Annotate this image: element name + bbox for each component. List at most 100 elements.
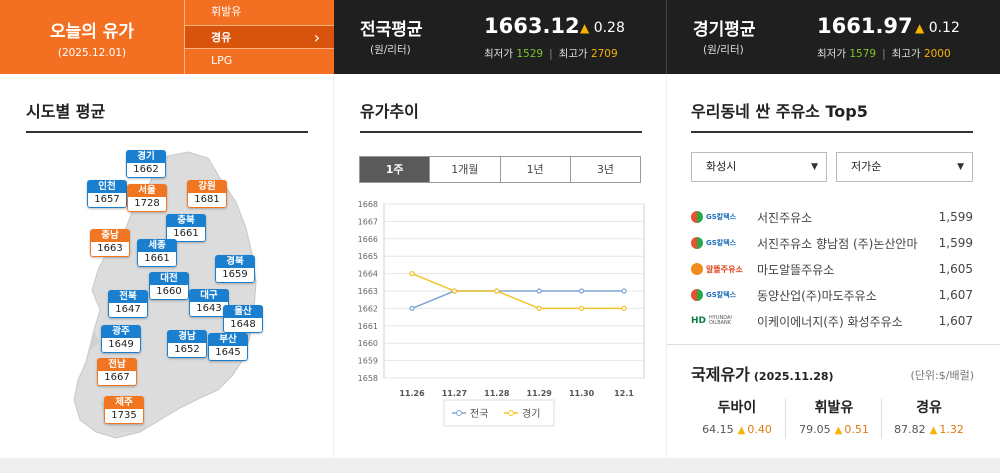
station-row[interactable]: GS칼텍스 서진주유소 1,599 — [691, 204, 973, 230]
region-tag[interactable]: 제주 1735 — [104, 396, 144, 424]
region-tag[interactable]: 대구 1643 — [189, 289, 229, 317]
series-line-0 — [411, 290, 624, 310]
crude-name: 두바이 — [717, 400, 757, 416]
chevron-right-icon: › — [313, 27, 320, 47]
gyeonggi-min-label: 최저가 — [817, 48, 846, 60]
up-arrow-icon: ▲ — [834, 425, 843, 436]
national-min-max: 최저가 1529 | 최고가 2709 — [484, 48, 618, 60]
station-price: 1,607 — [938, 288, 973, 302]
region-tag[interactable]: 인천 1657 — [87, 180, 127, 208]
region-value: 1662 — [126, 163, 166, 178]
region-tag[interactable]: 경기 1662 — [126, 150, 166, 178]
station-price: 1,599 — [938, 236, 973, 250]
series-line-1 — [411, 272, 624, 310]
crude-change: 1.32 — [939, 423, 964, 436]
region-tag[interactable]: 전남 1667 — [97, 358, 137, 386]
title-divider — [26, 131, 308, 133]
gyeonggi-change: ▲ 0.12 — [915, 20, 960, 36]
region-tag[interactable]: 울산 1648 — [223, 305, 263, 333]
series-point — [621, 305, 627, 312]
intl-unit: (단위:$/배럴) — [910, 369, 974, 382]
national-change: ▲ 0.28 — [580, 20, 625, 36]
station-name: 서진주유소 — [757, 210, 813, 225]
y-tick-label: 1664 — [358, 270, 378, 279]
region-name: 제주 — [104, 396, 144, 409]
tab-1-year[interactable]: 1년 — [499, 157, 570, 182]
region-tag[interactable]: 대전 1660 — [149, 272, 189, 300]
region-value: 1735 — [104, 409, 144, 424]
region-tag[interactable]: 전북 1647 — [108, 290, 148, 318]
region-value: 1661 — [137, 252, 177, 267]
korea-map: 경기 1662 인천 1657 서울 1728 강원 1681 충북 1661 충남 1663 세종 16… — [60, 150, 270, 440]
station-name: 이케이에너지(주) 화성주유소 — [757, 314, 903, 329]
region-name: 광주 — [101, 325, 141, 338]
crude-name: 휘발유 — [814, 400, 854, 416]
x-tick-label: 11.28 — [484, 389, 510, 398]
station-price: 1,605 — [938, 262, 973, 276]
tab-gasoline[interactable]: 휘발유 — [184, 0, 334, 25]
region-tag[interactable]: 경남 1652 — [167, 330, 207, 358]
station-list: GS칼텍스 서진주유소 1,599 GS칼텍스 서진주유소 향남점 (주)논산안마 1,5… — [691, 204, 973, 334]
y-tick-label: 1666 — [358, 235, 378, 244]
x-tick-label: 12.1 — [614, 389, 634, 398]
region-tag[interactable]: 서울 1728 — [127, 184, 167, 212]
tab-diesel[interactable]: 경유 › — [184, 24, 334, 50]
region-value: 1648 — [223, 318, 263, 333]
legend-marker — [456, 410, 462, 416]
gs-caltex-logo-icon: GS칼텍스 — [691, 287, 751, 303]
region-tag[interactable]: 강원 1681 — [187, 180, 227, 208]
gyeonggi-average: 경기평균 (원/리터) 1661.97 ▲ 0.12 최저가 1579 | 최고가 … — [666, 0, 1000, 74]
station-row[interactable]: GS칼텍스 서진주유소 향남점 (주)논산안마 1,599 — [691, 230, 973, 256]
legend-marker — [508, 410, 514, 416]
y-tick-label: 1665 — [358, 252, 378, 261]
region-name: 충북 — [166, 214, 206, 227]
up-arrow-icon: ▲ — [929, 425, 938, 436]
gyeonggi-change-value: 0.12 — [928, 20, 960, 36]
region-tag[interactable]: 광주 1649 — [101, 325, 141, 353]
station-row[interactable]: HD HYUNDAI OILBANK 이케이에너지(주) 화성주유소 1,607 — [691, 308, 973, 334]
region-tag[interactable]: 충북 1661 — [166, 214, 206, 242]
crude-values: 64.15 ▲ 0.40 — [689, 423, 785, 436]
caret-down-icon: ▼ — [811, 162, 818, 172]
sort-select[interactable]: 저가순 ▼ — [836, 152, 973, 182]
tab-1-month[interactable]: 1개월 — [429, 157, 500, 182]
region-tag[interactable]: 경북 1659 — [215, 255, 255, 283]
title-divider — [360, 131, 642, 133]
region-tag[interactable]: 부산 1645 — [208, 333, 248, 361]
city-select-value: 화성시 — [706, 160, 737, 173]
x-tick-label: 11.26 — [399, 389, 425, 398]
station-price: 1,599 — [938, 210, 973, 224]
series-point — [451, 288, 458, 294]
region-tag[interactable]: 충남 1663 — [90, 229, 130, 257]
region-panel-title: 시도별 평균 — [26, 102, 106, 121]
tab-lpg[interactable]: LPG — [184, 49, 334, 74]
international-price-panel: 국제유가 (2025.11.28) (단위:$/배럴) 두바이 64.15 ▲ 0.4… — [667, 344, 1000, 458]
x-tick-label: 11.30 — [569, 389, 595, 398]
up-arrow-icon: ▲ — [737, 425, 746, 436]
price-trend-panel: 유가추이 1주 1개월 1년 3년 1658 1659 1660 1661 1662 16… — [334, 74, 666, 458]
tab-3-years[interactable]: 3년 — [569, 157, 640, 182]
y-tick-label: 1660 — [358, 339, 378, 348]
city-select[interactable]: 화성시 ▼ — [691, 152, 827, 182]
trend-panel-title: 유가추이 — [360, 102, 419, 121]
series-point — [536, 288, 542, 294]
today-date: (2025.12.01) — [57, 47, 127, 59]
today-title: 오늘의 유가 — [49, 22, 135, 42]
crude-gasoline: 휘발유 79.05 ▲ 0.51 — [786, 397, 882, 436]
legend-label: 전국 — [470, 408, 488, 420]
national-price: 1663.12 — [484, 14, 580, 38]
price-trend-chart: 1658 1659 1660 1661 1662 1663 1664 1665 1666 1667… — [334, 192, 666, 442]
region-average-panel: 시도별 평균 경기 1662 인천 1657 서울 1728 강원 1681 충북 1661 충남 1… — [0, 74, 333, 458]
station-row[interactable]: 알뜰주유소 마도알뜰주유소 1,605 — [691, 256, 973, 282]
region-value: 1647 — [108, 303, 148, 318]
series-point — [579, 305, 585, 312]
region-value: 1649 — [101, 338, 141, 353]
station-row[interactable]: GS칼텍스 동양산업(주)마도주유소 1,607 — [691, 282, 973, 308]
region-tag[interactable]: 세종 1661 — [137, 239, 177, 267]
tab-1-week[interactable]: 1주 — [360, 157, 430, 182]
gyeonggi-min-max: 최저가 1579 | 최고가 2000 — [817, 48, 951, 60]
region-value: 1661 — [166, 227, 206, 242]
gyeonggi-max-value: 2000 — [923, 48, 951, 60]
national-max-value: 2709 — [590, 48, 618, 60]
region-name: 대전 — [149, 272, 189, 285]
